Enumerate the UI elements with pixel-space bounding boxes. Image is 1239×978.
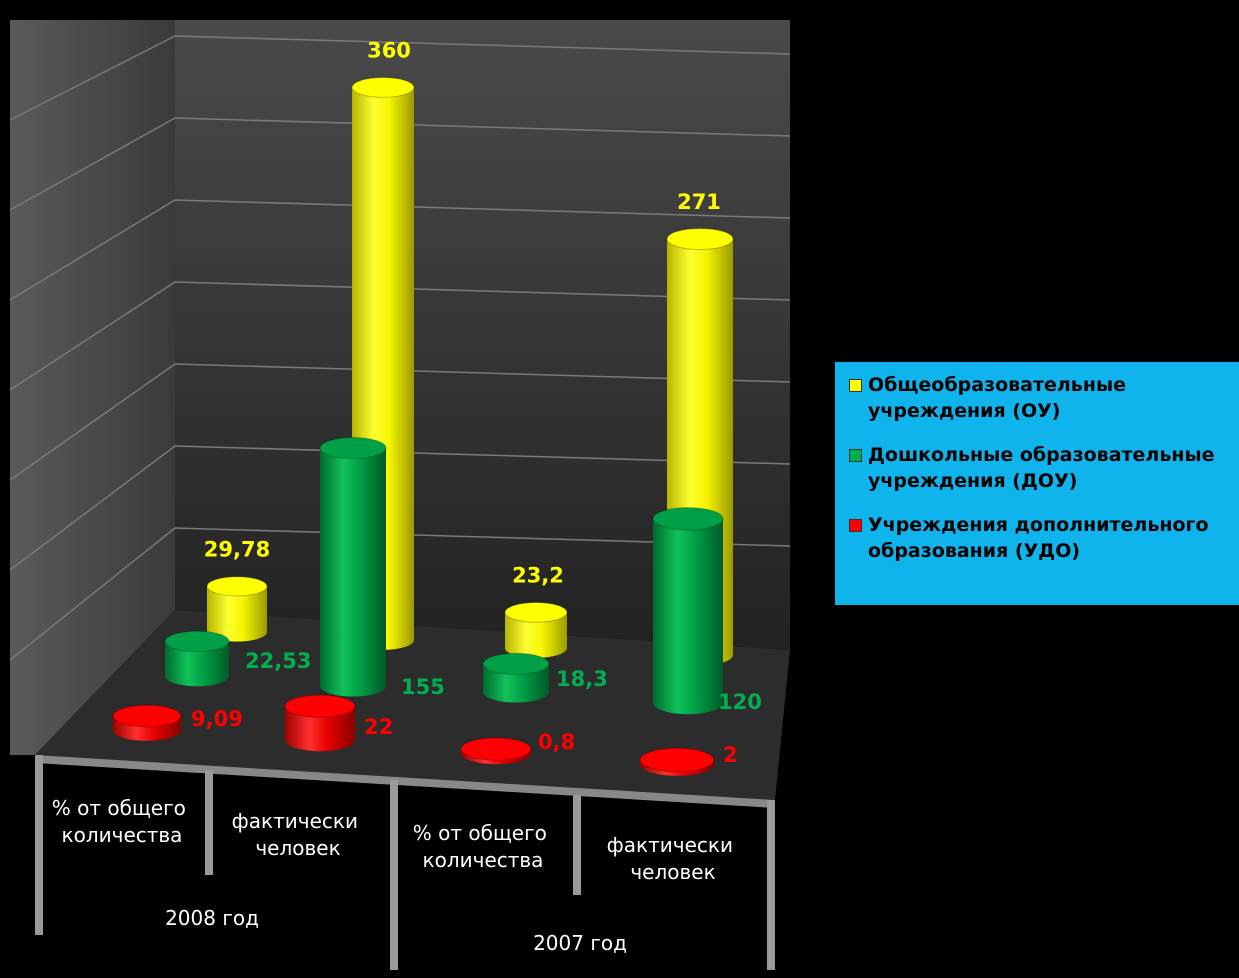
value-labels: 29,78 360 23,2 271 22,53 155 18,3 120 9,09 22 0,8 2 (191, 38, 762, 767)
group-label-2007: 2007 год (533, 931, 627, 955)
legend-item-ou: Общеобразовательные учреждения (ОУ) (849, 372, 1233, 424)
bar-top (284, 694, 356, 718)
legend-item-udo: Учреждения дополнительного образования (… (849, 512, 1233, 564)
bar (504, 601, 568, 658)
bar-top (652, 507, 724, 531)
data-label: 22 (364, 715, 393, 739)
legend-label-dou: Дошкольные образовательные учреждения (Д… (868, 444, 1215, 492)
data-label: 271 (677, 190, 721, 214)
tick-label-line: количества (62, 823, 183, 847)
bar-body (285, 706, 355, 752)
data-label: 22,53 (245, 649, 311, 673)
data-label: 360 (367, 38, 411, 62)
data-label: 2 (723, 743, 738, 767)
tick-label-line: фактически (607, 833, 733, 857)
data-label: 9,09 (191, 707, 243, 731)
bar-top (351, 76, 415, 98)
bar-top (666, 227, 734, 251)
gridline (9, 117, 791, 211)
bar-body (653, 518, 723, 715)
bar-body (505, 612, 567, 658)
bar (639, 747, 715, 776)
tick-label-line: % от общего (52, 796, 186, 820)
bar (284, 694, 356, 752)
tick-label-line: человек (630, 860, 715, 884)
legend-swatch-ou (849, 379, 862, 392)
data-label: 23,2 (512, 563, 564, 587)
bar (652, 507, 724, 715)
legend: Общеобразовательные учреждения (ОУ) Дошк… (835, 362, 1239, 605)
bar (482, 652, 550, 703)
data-label: 0,8 (538, 730, 575, 754)
data-label: 120 (718, 690, 762, 714)
tick-label-line: % от общего (413, 821, 547, 845)
left-wall (10, 20, 175, 755)
gridlines (9, 35, 791, 661)
tick-label-people-2007: фактически человек (607, 833, 740, 884)
tick-label-people-2008: фактически человек (232, 809, 365, 860)
gridline (9, 35, 791, 121)
data-label: 18,3 (556, 667, 608, 691)
data-label: 155 (401, 675, 445, 699)
bar-top (482, 652, 550, 675)
legend-swatch-udo (849, 519, 862, 532)
bar (319, 437, 387, 697)
tick-label-pct-2008: % от общего количества (52, 796, 192, 847)
bar-top (504, 601, 568, 623)
bar-top (206, 576, 268, 597)
bar (206, 576, 268, 642)
bar-top (164, 630, 230, 653)
bar-body (320, 448, 386, 697)
legend-swatch-dou (849, 449, 862, 462)
category-labels: % от общего количества фактически челове… (52, 796, 740, 955)
gridline (9, 363, 791, 481)
gridline (9, 281, 791, 391)
cylinders (112, 76, 734, 776)
gridline (9, 527, 791, 661)
bar-top (460, 737, 532, 761)
bar (164, 630, 230, 687)
bar-body (165, 641, 229, 687)
bar-top (319, 437, 387, 460)
bar-body (207, 586, 267, 642)
tick-label-pct-2007: % от общего количества (413, 821, 553, 872)
gridline (9, 445, 791, 571)
legend-label-ou: Общеобразовательные учреждения (ОУ) (868, 374, 1127, 422)
tick-label-line: человек (255, 836, 340, 860)
bar (112, 704, 182, 741)
category-axis (35, 755, 775, 970)
floor-edge (35, 755, 775, 808)
gridline (9, 199, 791, 301)
tick-label-line: количества (423, 848, 544, 872)
bar-body (483, 663, 549, 703)
bar-top (639, 747, 715, 773)
data-label: 29,78 (204, 537, 270, 561)
legend-item-dou: Дошкольные образовательные учреждения (Д… (849, 442, 1233, 494)
bar-top (112, 704, 182, 728)
legend-label-udo: Учреждения дополнительного образования (… (868, 514, 1209, 562)
bar (460, 737, 532, 765)
tick-label-line: фактически (232, 809, 358, 833)
group-label-2008: 2008 год (165, 906, 259, 930)
